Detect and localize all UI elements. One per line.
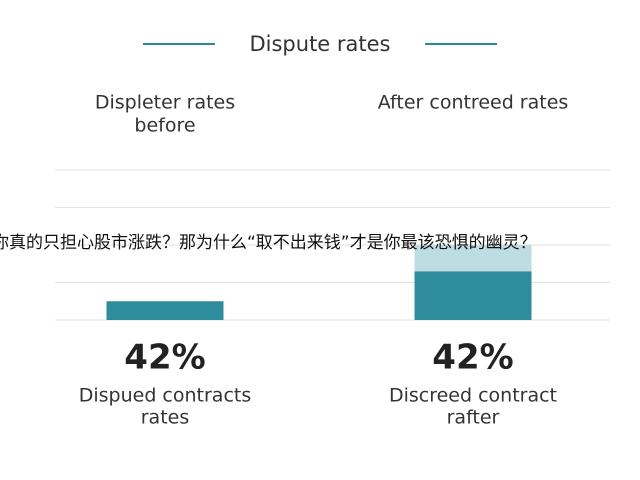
- stat-label: 42%: [124, 338, 205, 378]
- overlay-text: 你真的只担心股市涨跌？那为什么“取不出来钱”才是你最该恐惧的幽灵？: [0, 233, 537, 253]
- stat-label: 42%: [432, 338, 513, 378]
- caption: Discreed contract: [389, 385, 557, 407]
- bars: [106, 245, 532, 320]
- bar-segment: [414, 245, 532, 272]
- category-label: Displeter rates: [95, 92, 235, 114]
- caption: Dispued contracts: [79, 385, 252, 407]
- category-label: After contreed rates: [378, 92, 569, 114]
- category-label: before: [134, 115, 195, 137]
- caption: rafter: [447, 407, 500, 429]
- bar-segment: [414, 271, 532, 320]
- caption: rates: [141, 407, 190, 429]
- bar-segment: [106, 301, 224, 320]
- chart-title: Dispute rates: [249, 32, 390, 56]
